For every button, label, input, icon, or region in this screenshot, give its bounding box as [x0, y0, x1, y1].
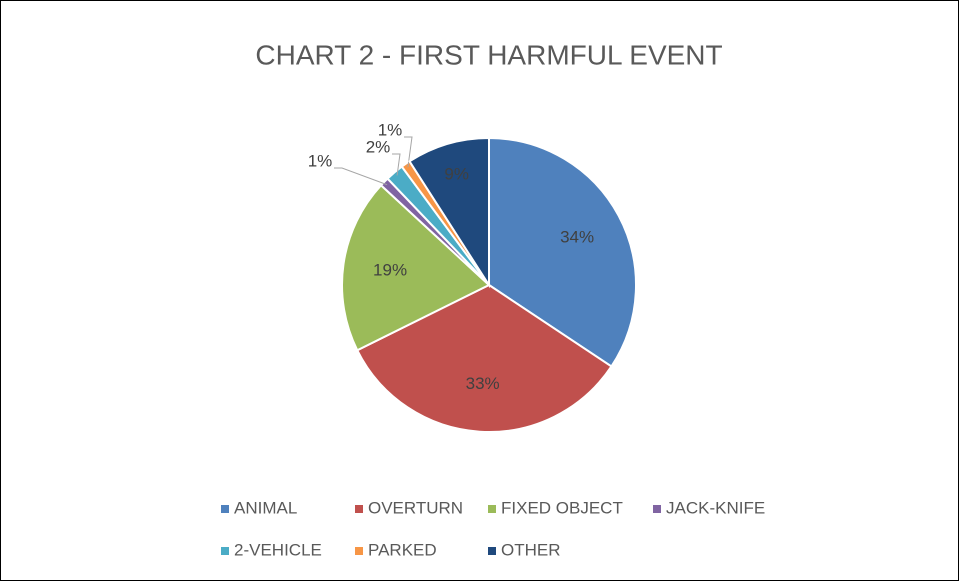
legend-label: PARKED	[368, 540, 437, 559]
legend-label: OTHER	[501, 540, 561, 559]
legend-label: OVERTURN	[368, 498, 463, 517]
data-label: 1%	[378, 120, 403, 139]
legend-swatch	[221, 505, 229, 513]
data-label: 33%	[466, 374, 500, 393]
leader-line	[334, 167, 388, 186]
leader-line	[392, 153, 401, 176]
data-label: 2%	[366, 137, 391, 156]
legend-swatch	[355, 505, 363, 513]
pie-slice	[408, 136, 490, 289]
legend-swatch	[488, 547, 496, 555]
pie-slice	[341, 183, 491, 352]
data-label: 34%	[560, 227, 594, 246]
data-label: 9%	[444, 164, 469, 183]
legend-swatch	[653, 505, 661, 513]
legend-swatch	[221, 547, 229, 555]
chart-title: CHART 2 - FIRST HARMFUL EVENT	[255, 39, 722, 70]
leader-line	[404, 136, 413, 168]
data-label: 19%	[373, 260, 407, 279]
legend-label: ANIMAL	[234, 498, 297, 517]
pie-slice	[355, 283, 613, 433]
legend-label: JACK-KNIFE	[666, 498, 765, 517]
legend-swatch	[355, 547, 363, 555]
legend-swatch	[488, 505, 496, 513]
data-label: 1%	[308, 151, 333, 170]
legend-label: FIXED OBJECT	[501, 498, 623, 517]
legend-label: 2-VEHICLE	[234, 540, 322, 559]
